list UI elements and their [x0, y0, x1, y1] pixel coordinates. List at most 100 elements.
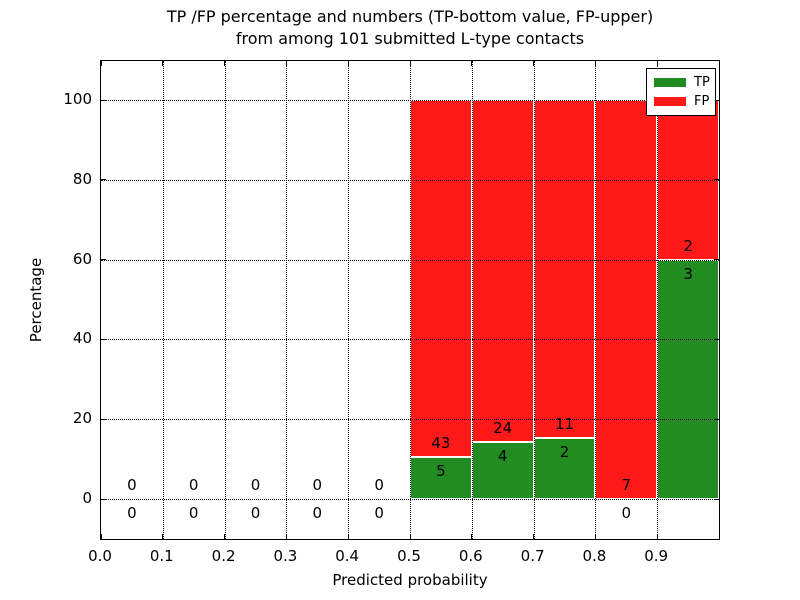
- y-gridline: [101, 419, 719, 421]
- legend-label-tp: TP: [694, 75, 710, 90]
- fp-bar-segment: [595, 100, 658, 499]
- x-tick-mark-top: [224, 61, 226, 66]
- x-gridline: [410, 61, 411, 539]
- tp-count-label: 0: [621, 504, 632, 522]
- y-tick-mark: [101, 418, 106, 420]
- y-tick-mark-right: [714, 498, 719, 500]
- fp-count-label: 7: [621, 476, 632, 494]
- x-tick-mark-top: [594, 61, 596, 66]
- fp-count-label: 43: [431, 434, 451, 453]
- y-tick-mark: [101, 498, 106, 500]
- tp-count-label: 4: [497, 446, 508, 465]
- chart-title-line2: from among 101 submitted L-type contacts: [235, 29, 585, 48]
- x-tick-mark: [594, 534, 596, 539]
- x-tick-mark-top: [347, 61, 349, 66]
- x-tick-label: 0.0: [88, 547, 112, 565]
- y-gridline: [101, 339, 719, 341]
- fp-count-label: 0: [312, 476, 323, 494]
- x-tick-label: 0.7: [520, 547, 545, 565]
- x-gridline: [657, 61, 659, 539]
- x-gridline: [471, 61, 473, 539]
- y-tick-label: 40: [72, 329, 92, 348]
- tp-count-label: 0: [374, 504, 384, 522]
- x-tick-label: 0.9: [644, 547, 669, 565]
- tp-bar-segment: [410, 457, 472, 499]
- y-tick-mark: [101, 259, 106, 261]
- y-gridline: [101, 259, 719, 261]
- x-tick-mark-top: [533, 61, 535, 66]
- x-tick-mark: [347, 534, 349, 539]
- y-tick-label: 60: [72, 249, 92, 268]
- x-gridline: [348, 61, 350, 539]
- chart-title-line1: TP /FP percentage and numbers (TP-bottom…: [166, 7, 654, 26]
- legend-label-fp: FP: [694, 94, 710, 109]
- x-tick-mark: [656, 534, 658, 539]
- chart-title: TP /FP percentage and numbers (TP-bottom…: [100, 6, 720, 50]
- tp-count-label: 0: [127, 504, 137, 522]
- y-tick-label: 20: [72, 409, 92, 428]
- y-tick-mark-right: [714, 99, 719, 101]
- x-tick-label: 0.4: [335, 547, 360, 565]
- y-tick-mark-right: [714, 179, 719, 181]
- x-gridline: [286, 61, 288, 539]
- fp-count-label: 2: [683, 236, 693, 255]
- y-gridline: [101, 100, 719, 101]
- y-tick-mark: [101, 99, 106, 101]
- x-tick-mark: [533, 534, 535, 539]
- tp-count-label: 0: [250, 504, 261, 522]
- x-tick-mark: [162, 534, 164, 539]
- x-axis-label: Predicted probability: [332, 571, 488, 589]
- x-tick-label: 0.5: [397, 547, 421, 565]
- x-tick-mark: [718, 534, 720, 539]
- fp-bar-segment: [410, 100, 472, 458]
- fp-count-label: 0: [188, 476, 199, 494]
- x-tick-mark-top: [285, 61, 287, 66]
- x-tick-label: 0.2: [211, 547, 236, 565]
- x-tick-label: 0.3: [273, 547, 298, 565]
- x-tick-label: 0.1: [149, 547, 174, 565]
- x-gridline: [595, 61, 597, 539]
- fp-count-label: 0: [374, 476, 384, 494]
- x-tick-mark-top: [718, 61, 720, 66]
- tp-swatch-icon: [654, 78, 686, 87]
- y-gridline: [101, 499, 719, 500]
- x-gridline: [162, 61, 164, 539]
- y-tick-mark: [101, 179, 106, 181]
- tp-count-label: 3: [683, 264, 693, 283]
- fp-count-label: 0: [127, 476, 137, 494]
- x-tick-mark: [100, 534, 102, 539]
- x-tick-mark: [285, 534, 287, 539]
- legend: TP FP: [646, 68, 716, 116]
- x-tick-mark: [471, 534, 473, 539]
- y-tick-label: 100: [63, 90, 92, 108]
- x-tick-mark: [224, 534, 226, 539]
- legend-row-fp: FP: [654, 92, 709, 111]
- tp-bar-segment: [471, 441, 534, 499]
- y-tick-mark: [101, 338, 106, 340]
- x-tick-mark: [409, 534, 411, 539]
- fp-count-label: 0: [250, 476, 261, 494]
- x-tick-mark-top: [100, 61, 102, 66]
- y-tick-label: 0: [82, 489, 92, 507]
- fp-count-label: 11: [554, 414, 575, 433]
- tp-count-label: 0: [312, 504, 323, 522]
- tp-count-label: 0: [188, 504, 199, 522]
- x-tick-mark-top: [162, 61, 164, 66]
- x-gridline: [224, 61, 226, 539]
- tp-count-label: 5: [436, 462, 446, 481]
- tp-bar-segment: [657, 259, 719, 499]
- y-gridline: [101, 179, 719, 181]
- tp-count-label: 2: [559, 442, 570, 461]
- x-tick-label: 0.8: [582, 547, 607, 565]
- y-tick-mark-right: [714, 338, 719, 340]
- x-tick-label: 0.6: [458, 547, 483, 565]
- plot-area: TP FP 0 0 0 0 0 0 0 0 0 0 43 5 24 4 11 2 7 0 2 3: [100, 60, 720, 540]
- x-tick-mark-top: [409, 61, 411, 66]
- y-tick-mark-right: [714, 259, 719, 261]
- x-gridline: [533, 61, 535, 539]
- fp-count-label: 24: [493, 418, 513, 437]
- y-tick-label: 80: [72, 169, 92, 188]
- x-tick-mark-top: [656, 61, 658, 66]
- fp-bar-segment: [533, 100, 596, 438]
